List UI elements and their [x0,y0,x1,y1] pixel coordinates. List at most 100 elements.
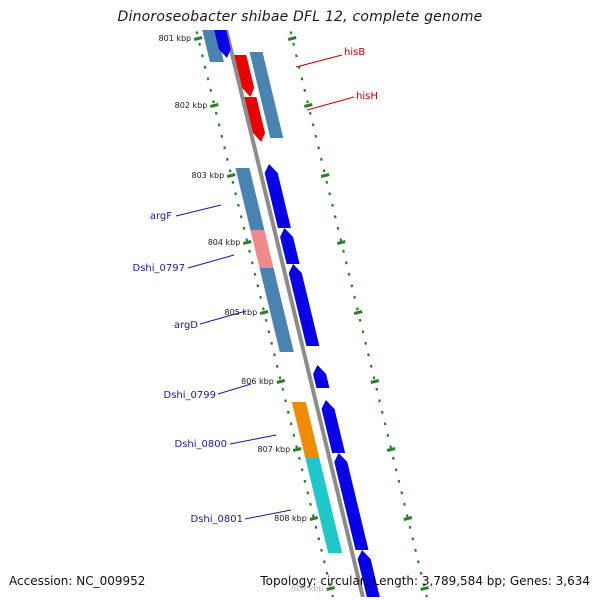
tick-rail-inner-dot [223,146,226,150]
gene-label-Dshi_0801: Dshi_0801 [191,514,243,525]
tick-rail-outer-dot [336,226,340,230]
tick-rail-outer-dot [411,537,415,541]
tick-rail-inner-dot [264,318,268,322]
tick-rail-inner-dot [245,238,249,242]
genome-summary-text: Topology: circular; Length: 3,789,584 bp… [260,574,590,588]
tick-rail-inner-dot [314,525,318,529]
tick-rail-outer-dot [392,456,395,460]
tick-rail-outer-dot [361,330,365,334]
tick-rail-inner-dot [275,364,279,368]
forward-cds-block [334,453,369,550]
tick-rail-inner-dot [206,77,210,81]
tick-rail-outer-dot [378,399,381,403]
tick-rail-inner-dot [286,410,290,414]
tick-rail-outer-dot [383,422,387,426]
tick-rail-inner-dot [250,261,254,265]
major-tick-mark-outer [336,240,346,245]
tick-rail-outer-dot [344,261,348,265]
cds-hisB-block [234,55,255,97]
gene-label-Dshi_0797: Dshi_0797 [133,263,185,274]
tick-rail-outer-dot [303,88,307,92]
tick-rail-inner-dot [270,341,274,345]
tick-label: 802 kbp [175,101,208,110]
tick-rail-outer-dot [389,445,392,449]
tick-rail-inner-dot [284,399,287,403]
tick-rail-outer-dot [369,364,373,368]
tick-rail-outer-dot [353,295,356,299]
tick-rail-outer-dot [367,353,370,357]
tick-rail-outer-dot [403,502,406,506]
reverse-cds-block [202,30,224,62]
tick-rail-inner-dot [300,468,304,472]
tick-rail-inner-dot [317,537,321,541]
forward-cds-block [288,264,320,346]
tick-rail-outer-dot [322,169,326,173]
major-tick-mark [309,516,319,521]
gene-leader-line [217,383,252,395]
tick-rail-inner-dot [209,88,213,92]
tick-rail-inner-dot [237,203,240,207]
tick-rail-outer-dot [289,31,293,35]
tick-rail-outer-dot [306,100,309,104]
tick-label: 809 kbp [291,584,324,593]
tick-rail-inner-dot [234,192,238,196]
major-tick-mark-outer [303,103,313,108]
gene-label-Dshi_0799: Dshi_0799 [164,390,216,401]
tick-rail-outer-dot [372,376,376,380]
tick-rail-inner-dot [262,307,265,311]
tick-rail-outer-dot [380,410,384,414]
tick-rail-inner-dot [320,548,323,552]
gene-label-Dshi_0800: Dshi_0800 [175,439,227,450]
tick-label: 808 kbp [274,514,307,523]
cds-hisH-block [244,97,266,142]
tick-label: 807 kbp [258,445,291,454]
tick-rail-inner-dot [328,583,332,587]
forward-cds-block [280,228,300,264]
tick-rail-inner-dot [248,249,251,253]
cds-argF-block [235,168,265,230]
tick-rail-outer-dot [295,54,298,58]
tick-rail-inner-dot [228,169,232,173]
gene-leader-line [295,54,343,68]
gene-leader-line [187,254,235,269]
accession-text: Accession: NC_009952 [9,574,146,588]
tick-rail-inner-dot [220,134,224,138]
tick-rail-inner-dot [325,571,329,575]
tick-rail-inner-dot [289,422,293,426]
tick-rail-outer-dot [325,180,329,184]
tick-rail-outer-dot [408,525,412,529]
tick-rail-outer-dot [364,341,368,345]
major-tick-mark [292,447,302,452]
tick-label: 801 kbp [159,34,192,43]
major-tick-mark [242,240,252,245]
genome-backbone [224,30,365,597]
reverse-cds-block [249,52,284,138]
tick-rail-outer-dot [375,387,379,391]
tick-rail-outer-dot [311,123,315,127]
gene-leader-line [175,204,222,217]
tick-rail-outer-dot [414,548,417,552]
tick-rail-outer-dot [333,215,337,219]
tick-rail-inner-dot [322,560,326,564]
forward-cds-block [264,164,291,228]
tick-rail-outer-dot [319,157,323,161]
tick-rail-outer-dot [425,594,428,597]
tick-rail-inner-dot [203,65,207,69]
cds-Dshi_0797-block [250,230,274,268]
cds-Dshi_0800-block [291,402,320,458]
cds-Dshi_0801-block [305,458,343,553]
tick-rail-outer-dot [347,272,351,276]
tick-rail-inner-dot [273,353,276,357]
tick-rail-inner-dot [278,376,282,380]
tick-rail-outer-dot [358,318,362,322]
tick-rail-outer-dot [386,433,390,437]
tick-rail-outer-dot [400,491,404,495]
tick-label: 804 kbp [208,238,241,247]
forward-cds-block [321,400,346,453]
gene-leader-line [306,96,355,111]
tick-rail-outer-dot [308,111,312,115]
tick-rail-inner-dot [292,433,296,437]
major-tick-mark-outer [320,173,330,178]
